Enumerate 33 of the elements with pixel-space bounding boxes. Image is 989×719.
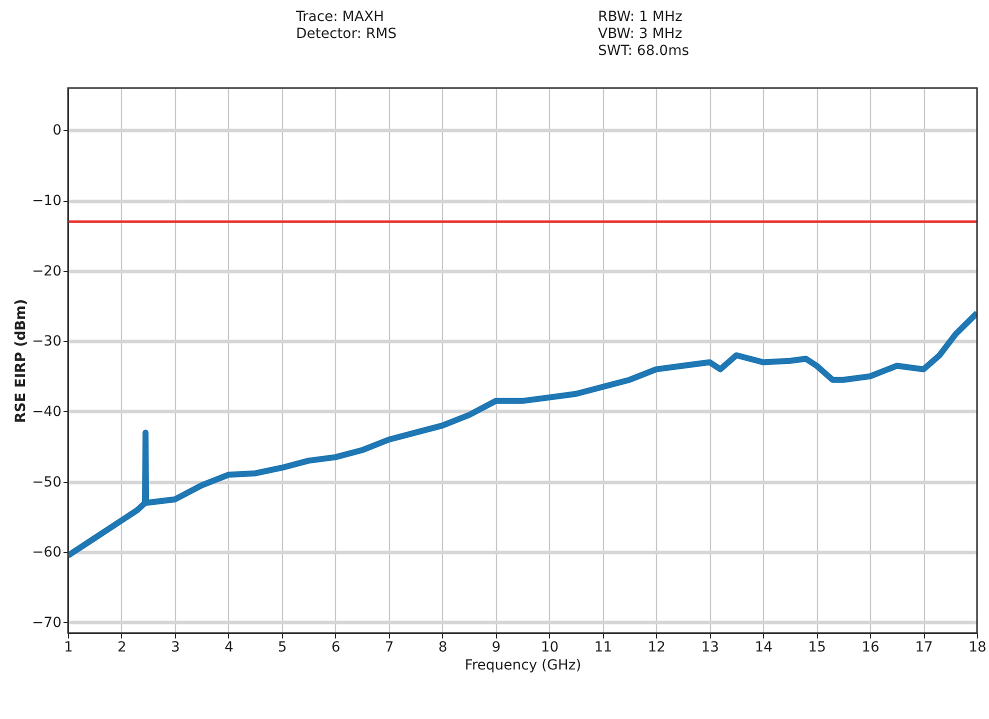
- x-tick-label: 16: [862, 640, 880, 656]
- x-tick-label: 5: [278, 640, 287, 656]
- x-tick-label: 18: [968, 640, 986, 656]
- text: SWT: 68.0ms: [598, 43, 690, 59]
- x-tick-label: 3: [170, 640, 180, 656]
- x-tick-label: 10: [540, 640, 559, 656]
- x-tick-label: 12: [648, 640, 666, 656]
- y-tick-label: −50: [32, 474, 62, 490]
- text: Detector: RMS: [296, 26, 397, 42]
- x-tick-label: 9: [492, 640, 501, 656]
- x-tick-label: 15: [808, 640, 826, 656]
- y-tick-label: −60: [32, 544, 62, 561]
- y-axis-title: RSE EIRP (dBm): [12, 298, 29, 424]
- y-tick-label: −70: [32, 614, 62, 631]
- x-tick-label: 17: [915, 640, 933, 656]
- x-tick-label: 1: [64, 640, 73, 656]
- text: Trace: MAXH: [295, 9, 384, 25]
- y-tick-label: −30: [32, 334, 62, 350]
- y-tick-label: −40: [32, 404, 62, 420]
- x-tick-label: 6: [331, 640, 340, 656]
- x-tick-label: 8: [438, 640, 448, 656]
- x-tick-label: 11: [594, 640, 612, 656]
- x-tick-label: 2: [118, 640, 126, 656]
- y-tick-label: −10: [32, 193, 62, 210]
- x-tick-label: 14: [754, 640, 773, 656]
- text: RBW: 1 MHz: [598, 9, 682, 25]
- y-tick-label: 0: [52, 122, 62, 139]
- x-axis-title: Frequency (GHz): [464, 658, 582, 674]
- x-tick-label: 13: [701, 640, 720, 656]
- x-tick-label: 7: [384, 640, 394, 656]
- x-tick-label: 4: [224, 640, 234, 656]
- y-tick-label: −20: [32, 263, 62, 280]
- text: VBW: 3 MHz: [598, 26, 682, 42]
